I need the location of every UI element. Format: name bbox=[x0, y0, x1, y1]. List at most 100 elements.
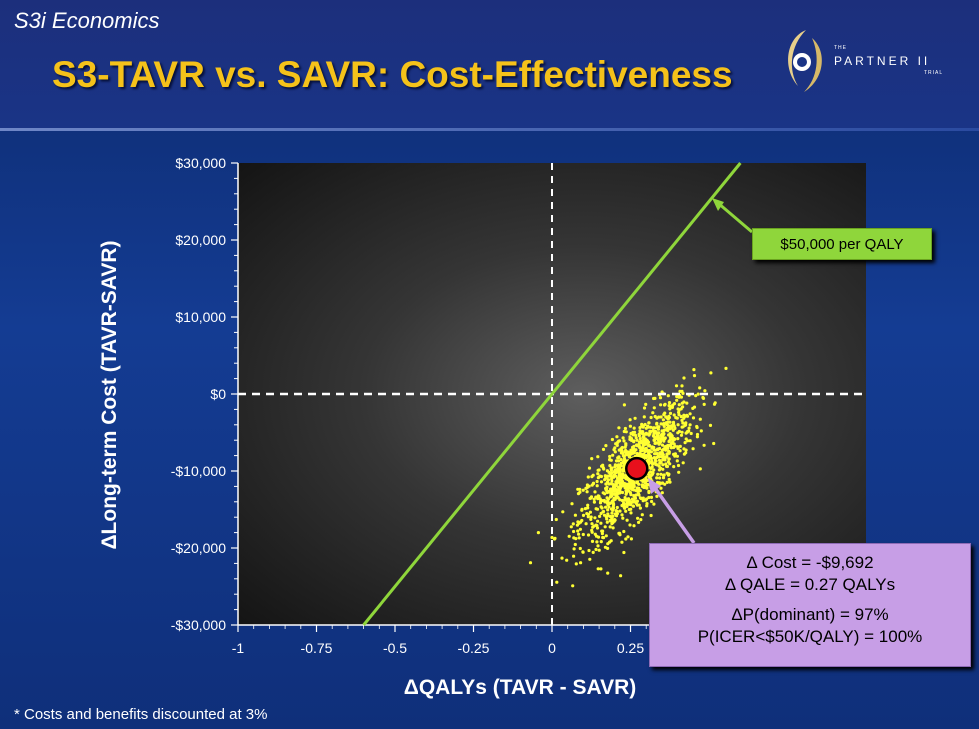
scatter-point bbox=[603, 545, 608, 549]
scatter-point bbox=[667, 472, 671, 476]
scatter-point bbox=[648, 470, 653, 474]
scatter-point bbox=[581, 513, 586, 518]
scatter-point bbox=[649, 425, 653, 429]
scatter-point bbox=[691, 416, 696, 420]
scatter-point bbox=[604, 505, 608, 509]
scatter-point bbox=[565, 558, 569, 562]
scatter-point bbox=[649, 415, 653, 420]
scatter-point bbox=[569, 525, 573, 529]
scatter-point bbox=[616, 491, 621, 495]
scatter-point bbox=[608, 474, 613, 478]
scatter-point bbox=[598, 497, 602, 501]
scatter-point bbox=[601, 535, 605, 540]
scatter-point bbox=[599, 540, 603, 544]
scatter-point bbox=[639, 453, 643, 457]
scatter-point bbox=[624, 509, 628, 513]
tick-labels: $30,000 $20,000 $10,000 $0 -$10,000 -$20,000 -… bbox=[171, 155, 645, 656]
scatter-point bbox=[610, 511, 614, 515]
scatter-point bbox=[668, 462, 672, 466]
scatter-point bbox=[698, 417, 702, 421]
scatter-point bbox=[641, 441, 645, 445]
scatter-point bbox=[618, 509, 622, 513]
scatter-point bbox=[595, 507, 600, 511]
scatter-point bbox=[681, 461, 685, 465]
scatter-point bbox=[633, 495, 637, 499]
scatter-point bbox=[620, 513, 624, 517]
scatter-point bbox=[590, 522, 594, 526]
stats-arrow bbox=[653, 486, 696, 545]
scatter-point bbox=[586, 533, 591, 537]
scatter-point bbox=[605, 520, 609, 524]
scatter-point bbox=[606, 508, 610, 512]
scatter-point bbox=[689, 431, 693, 436]
scatter-point bbox=[620, 477, 624, 481]
scatter-point bbox=[640, 513, 644, 517]
scatter-point bbox=[624, 442, 628, 446]
scatter-point bbox=[639, 518, 643, 522]
scatter-point bbox=[655, 431, 659, 435]
scatter-point bbox=[660, 491, 664, 495]
scatter-point bbox=[581, 550, 585, 554]
scatter-point bbox=[606, 571, 610, 575]
scatter-point bbox=[682, 413, 686, 417]
scatter-point bbox=[691, 406, 695, 410]
threshold-annotation: $50,000 per QALY bbox=[752, 228, 932, 260]
y-tick-label: $30,000 bbox=[175, 155, 226, 171]
scatter-point bbox=[624, 537, 628, 541]
scatter-point bbox=[598, 501, 603, 505]
scatter-point bbox=[617, 474, 621, 478]
scatter-point bbox=[624, 492, 628, 496]
scatter-point bbox=[695, 435, 700, 439]
scatter-point bbox=[599, 474, 604, 479]
y-axis-title: ΔLong-term Cost (TAVR-SAVR) bbox=[98, 240, 121, 550]
scatter-point bbox=[659, 403, 663, 407]
x-tick-label: -0.5 bbox=[383, 640, 407, 656]
mean-point bbox=[625, 456, 649, 481]
scatter-point bbox=[618, 466, 622, 470]
scatter-point bbox=[644, 477, 648, 482]
scatter-point bbox=[621, 468, 625, 472]
scatter-point bbox=[652, 502, 656, 506]
scatter-point bbox=[580, 518, 584, 523]
scatter-point bbox=[651, 411, 655, 415]
scatter-point bbox=[590, 539, 595, 544]
scatter-point bbox=[623, 496, 627, 500]
scatter-point bbox=[673, 426, 677, 430]
scatter-point bbox=[663, 482, 667, 486]
scatter-point bbox=[619, 485, 623, 489]
scatter-point bbox=[625, 500, 629, 504]
scatter-point bbox=[657, 440, 661, 445]
scatter-point bbox=[597, 548, 601, 552]
scatter-point bbox=[634, 436, 638, 440]
scatter-point bbox=[676, 463, 681, 468]
scatter-point bbox=[585, 486, 589, 490]
scatter-point bbox=[661, 467, 665, 471]
scatter-point bbox=[629, 537, 634, 541]
scatter-point bbox=[593, 516, 597, 520]
scatter-point bbox=[588, 510, 593, 514]
scatter-point bbox=[528, 561, 533, 565]
scatter-point bbox=[657, 436, 661, 440]
scatter-point bbox=[712, 402, 717, 406]
scatter-point bbox=[684, 423, 688, 427]
scatter-point bbox=[619, 574, 623, 578]
scatter-point bbox=[589, 495, 594, 499]
scatter-point bbox=[652, 456, 656, 460]
scatter-point bbox=[560, 556, 564, 560]
scatter-point bbox=[577, 536, 581, 540]
scatter-point bbox=[606, 514, 610, 518]
scatter-point bbox=[581, 488, 585, 492]
scatter-point bbox=[594, 495, 598, 499]
scatter-point bbox=[554, 517, 558, 522]
scatter-point bbox=[605, 517, 609, 521]
scatter-point bbox=[572, 554, 576, 558]
scatter-point bbox=[611, 505, 615, 509]
scatter-point bbox=[612, 475, 616, 479]
scatter-point bbox=[682, 376, 686, 380]
header-divider bbox=[0, 128, 979, 131]
scatter-point bbox=[617, 459, 621, 463]
scatter-point bbox=[578, 546, 582, 551]
scatter-point bbox=[628, 452, 632, 456]
scatter-point bbox=[667, 450, 671, 454]
scatter-point bbox=[641, 424, 646, 428]
